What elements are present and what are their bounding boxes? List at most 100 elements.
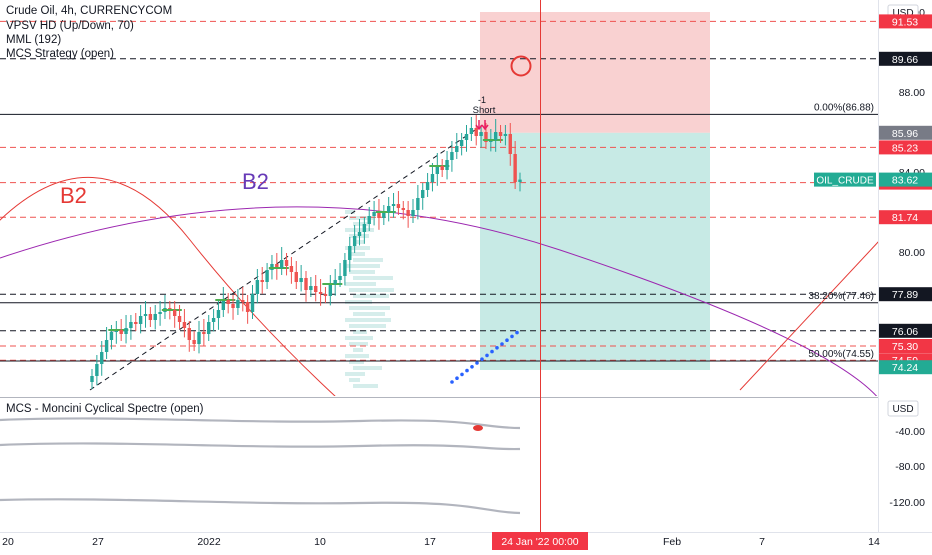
- candle-body[interactable]: [401, 208, 405, 210]
- candle-body[interactable]: [236, 300, 240, 308]
- indicator-legend-mml[interactable]: MML (192): [6, 34, 62, 46]
- candle-body[interactable]: [309, 286, 313, 290]
- candle-body[interactable]: [109, 332, 114, 340]
- candle-body[interactable]: [129, 322, 133, 328]
- candle-body[interactable]: [90, 376, 94, 382]
- candle-body[interactable]: [153, 314, 157, 320]
- stop-loss-zone[interactable]: [480, 12, 710, 133]
- price-level-tag[interactable]: [879, 14, 932, 29]
- candle-body[interactable]: [216, 310, 221, 318]
- candle-body[interactable]: [445, 160, 449, 170]
- candle-body[interactable]: [294, 272, 298, 282]
- candle-body[interactable]: [411, 210, 415, 216]
- candle-body[interactable]: [421, 190, 425, 198]
- price-level-tag[interactable]: [879, 360, 932, 375]
- candle-body[interactable]: [440, 166, 444, 170]
- last-price-tag[interactable]: [879, 172, 932, 187]
- candle-body[interactable]: [314, 286, 318, 292]
- candle-body[interactable]: [197, 332, 201, 344]
- candle-body[interactable]: [382, 212, 386, 218]
- lower-currency-box[interactable]: [887, 400, 919, 417]
- candle-body[interactable]: [304, 278, 308, 290]
- candle-body[interactable]: [158, 312, 162, 314]
- time-axis-background[interactable]: [0, 532, 932, 550]
- candle-body[interactable]: [192, 340, 196, 344]
- candle-body[interactable]: [406, 210, 410, 216]
- candle-body[interactable]: [450, 152, 454, 160]
- candle-body[interactable]: [391, 204, 396, 206]
- candle-body[interactable]: [396, 204, 401, 208]
- candle-body[interactable]: [513, 154, 517, 182]
- candle-body[interactable]: [455, 146, 459, 152]
- candle-body[interactable]: [343, 260, 347, 276]
- candle-body[interactable]: [250, 294, 255, 312]
- candle-body[interactable]: [187, 328, 191, 340]
- candle-body[interactable]: [148, 314, 153, 320]
- price-level-tag[interactable]: [879, 287, 932, 302]
- candle-body[interactable]: [95, 364, 99, 376]
- candle-body[interactable]: [299, 278, 303, 282]
- candle-body[interactable]: [138, 316, 143, 324]
- price-level-tag[interactable]: [879, 125, 932, 140]
- candle-body[interactable]: [245, 302, 250, 312]
- candle-body[interactable]: [104, 340, 109, 352]
- candle-body[interactable]: [172, 310, 177, 316]
- candle-body[interactable]: [289, 266, 294, 272]
- candle-body[interactable]: [338, 276, 342, 280]
- price-level-tag[interactable]: [879, 140, 932, 155]
- candle-body[interactable]: [377, 212, 381, 218]
- candle-body[interactable]: [348, 246, 352, 260]
- candle-body[interactable]: [231, 304, 235, 308]
- lower-pane-title[interactable]: MCS - Moncini Cyclical Spectre (open): [6, 403, 204, 415]
- candle-body[interactable]: [498, 132, 503, 136]
- price-level-tag[interactable]: [879, 51, 932, 66]
- candle-body[interactable]: [357, 232, 362, 236]
- candle-body[interactable]: [265, 270, 269, 282]
- candle-body[interactable]: [435, 166, 440, 174]
- price-level-tag[interactable]: [879, 323, 932, 338]
- candle-body[interactable]: [202, 332, 206, 334]
- time-cursor-tag[interactable]: [492, 532, 588, 550]
- candle-body[interactable]: [469, 128, 474, 134]
- candle-body[interactable]: [241, 300, 245, 302]
- candle-body[interactable]: [459, 140, 464, 146]
- candle-body[interactable]: [134, 322, 138, 324]
- price-axis-background[interactable]: [878, 0, 932, 532]
- candle-body[interactable]: [221, 300, 226, 310]
- candle-body[interactable]: [484, 132, 488, 142]
- candle-body[interactable]: [503, 134, 508, 136]
- candle-body[interactable]: [143, 314, 148, 316]
- candle-body[interactable]: [284, 260, 289, 266]
- candle-body[interactable]: [362, 224, 367, 232]
- candle-body[interactable]: [386, 206, 391, 212]
- candle-body[interactable]: [318, 292, 323, 294]
- candle-body[interactable]: [260, 280, 264, 282]
- candle-body[interactable]: [119, 330, 123, 334]
- candle-body[interactable]: [100, 352, 104, 364]
- candle-body[interactable]: [479, 132, 483, 136]
- candle-body[interactable]: [430, 174, 435, 182]
- candle-body[interactable]: [367, 216, 371, 224]
- candle-body[interactable]: [226, 300, 230, 304]
- candle-body[interactable]: [211, 318, 216, 322]
- candle-body[interactable]: [328, 284, 333, 296]
- price-level-tag[interactable]: [879, 210, 932, 225]
- candle-body[interactable]: [124, 328, 128, 334]
- candle-body[interactable]: [474, 128, 478, 136]
- trendline-dashed[interactable]: [89, 127, 479, 391]
- indicator-legend-vpsv[interactable]: VPSV HD (Up/Down, 70): [6, 20, 134, 32]
- candle-body[interactable]: [207, 322, 211, 334]
- candle-body[interactable]: [416, 198, 420, 210]
- candle-body[interactable]: [425, 182, 430, 190]
- candle-body[interactable]: [352, 236, 357, 246]
- candle-body[interactable]: [518, 179, 522, 182]
- candle-body[interactable]: [177, 316, 182, 322]
- candle-body[interactable]: [255, 280, 260, 294]
- candle-body[interactable]: [493, 132, 498, 140]
- candle-body[interactable]: [275, 264, 279, 268]
- candle-body[interactable]: [279, 260, 284, 268]
- candle-body[interactable]: [333, 280, 337, 284]
- candle-body[interactable]: [464, 134, 469, 140]
